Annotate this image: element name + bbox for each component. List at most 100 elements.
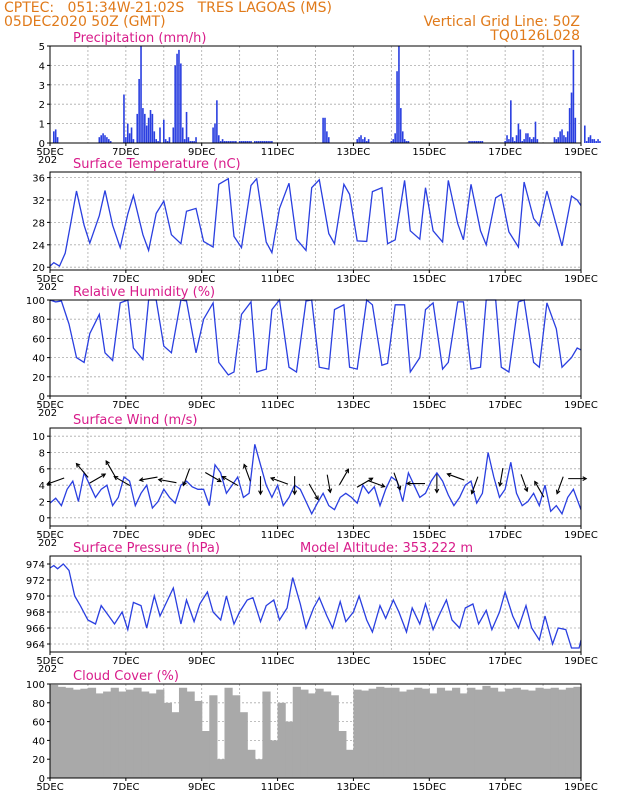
x-tick-label: 19DEC <box>564 400 598 411</box>
wind-arrow-head <box>105 460 110 466</box>
wind-arrow <box>447 473 465 481</box>
y-tick-label: 974 <box>26 560 45 571</box>
y-tick-label: 0 <box>39 514 45 525</box>
precipitation-bar <box>517 123 520 143</box>
y-tick-label: 2 <box>39 498 45 509</box>
wind-arrow-head <box>434 488 440 494</box>
panel-frame <box>49 45 582 144</box>
cloud-cover-bar <box>118 691 127 778</box>
precipitation-bar <box>407 141 410 143</box>
wind-arrow-head <box>221 476 227 481</box>
precipitation-bar <box>595 141 597 143</box>
y-tick-label: 968 <box>26 608 45 619</box>
precipitation-bar <box>100 135 103 143</box>
cloud-cover-bar <box>72 689 81 778</box>
precipitation-bar <box>166 141 169 143</box>
x-tick-label: 5DEC <box>36 147 63 158</box>
precipitation-bar <box>246 141 249 143</box>
x-year-label: 202 <box>38 155 57 166</box>
wind-arrow-head <box>555 489 561 495</box>
cloud-cover-bar <box>414 687 423 778</box>
pressure-line <box>49 563 582 649</box>
cloud-cover-bar <box>315 688 324 778</box>
panel-frame <box>49 683 582 779</box>
temperature-line <box>49 177 582 268</box>
precipitation-bar <box>536 139 539 143</box>
cloud-cover-bar <box>178 687 188 778</box>
cloud-cover-bar <box>505 688 514 778</box>
precipitation-bar <box>248 141 250 143</box>
cloud-cover-bar <box>361 690 370 778</box>
precipitation-bar <box>532 137 535 143</box>
cloud-cover-bar <box>452 687 461 778</box>
wind-arrow <box>158 478 177 484</box>
x-tick-label: 5DEC <box>36 274 63 285</box>
y-tick-label: 6 <box>39 465 45 476</box>
precipitation-bar <box>56 137 59 143</box>
x-tick-label: 17DEC <box>488 782 522 793</box>
cloud-cover-bar <box>474 689 483 778</box>
precipitation-bar <box>191 141 194 143</box>
precipitation-bar <box>530 139 533 143</box>
wind-arrow-head <box>138 477 144 482</box>
cloud-cover-bar <box>216 759 226 778</box>
cloud-cover-bar <box>65 687 74 778</box>
precipitation-bar <box>155 139 157 143</box>
y-tick-label: 32 <box>32 196 45 207</box>
precipitation-bar <box>153 131 156 143</box>
wind-arrow-head <box>344 468 350 474</box>
x-tick-label: 15DEC <box>412 274 446 285</box>
precipitation-bar <box>511 137 514 143</box>
precipitation-bar <box>559 131 561 143</box>
precipitation-bar <box>259 141 262 143</box>
precipitation-bar <box>250 141 252 143</box>
precipitation-bar <box>367 139 370 143</box>
x-tick-label: 13DEC <box>337 147 371 158</box>
cloud-cover-bar <box>444 690 453 778</box>
wind-arrow <box>338 468 349 486</box>
cloud-cover-bar <box>103 691 112 778</box>
wind-arrow <box>556 476 564 494</box>
cloud-cover-bar <box>186 691 195 778</box>
model-header: TQ0126L028 <box>490 28 580 44</box>
cloud-cover-bar <box>50 684 59 778</box>
precipitation-bar <box>479 141 482 143</box>
cloud-cover-bar <box>133 687 142 778</box>
precipitation-bar <box>178 49 180 143</box>
cloud-cover-bar <box>141 691 150 778</box>
precipitation-bar <box>398 46 400 143</box>
wind-arrow <box>205 472 222 482</box>
wind-arrow-head <box>314 495 319 501</box>
precipitation-bar <box>565 137 567 143</box>
precipitation-bar <box>534 121 537 143</box>
precipitation-bar <box>401 131 404 143</box>
precipitation-bar <box>185 111 188 143</box>
precipitation-bar <box>468 141 470 143</box>
y-tick-label: 40 <box>32 354 45 365</box>
precipitation-bar <box>326 131 328 143</box>
y-tick-label: 0 <box>39 392 45 403</box>
cloud-cover-bar <box>163 702 172 778</box>
precipitation-bar <box>269 141 271 143</box>
y-tick-label: 36 <box>32 174 45 185</box>
x-tick-label: 15DEC <box>412 782 446 793</box>
precipitation-bar <box>151 113 154 143</box>
x-tick-label: 11DEC <box>261 147 295 158</box>
wind-arrow-head <box>101 473 107 478</box>
cloud-cover-bar <box>512 687 521 778</box>
precipitation-bar <box>527 133 529 143</box>
cloud-cover-bar <box>406 689 415 778</box>
precipitation-bar <box>216 100 218 143</box>
panel-frame <box>49 555 582 653</box>
precipitation-bar <box>519 129 522 143</box>
precipitation-bar <box>587 137 590 143</box>
precipitation-bar <box>557 137 560 143</box>
y-tick-label: 0 <box>39 139 45 150</box>
precipitation-bar <box>394 133 396 143</box>
wind-arrow-head <box>368 477 374 482</box>
precipitation-bar <box>593 139 596 143</box>
wind-arrow-head <box>497 481 503 487</box>
x-tick-label: 15DEC <box>412 656 446 667</box>
precipitation-bar <box>219 141 222 143</box>
precipitation-bar <box>521 141 524 143</box>
